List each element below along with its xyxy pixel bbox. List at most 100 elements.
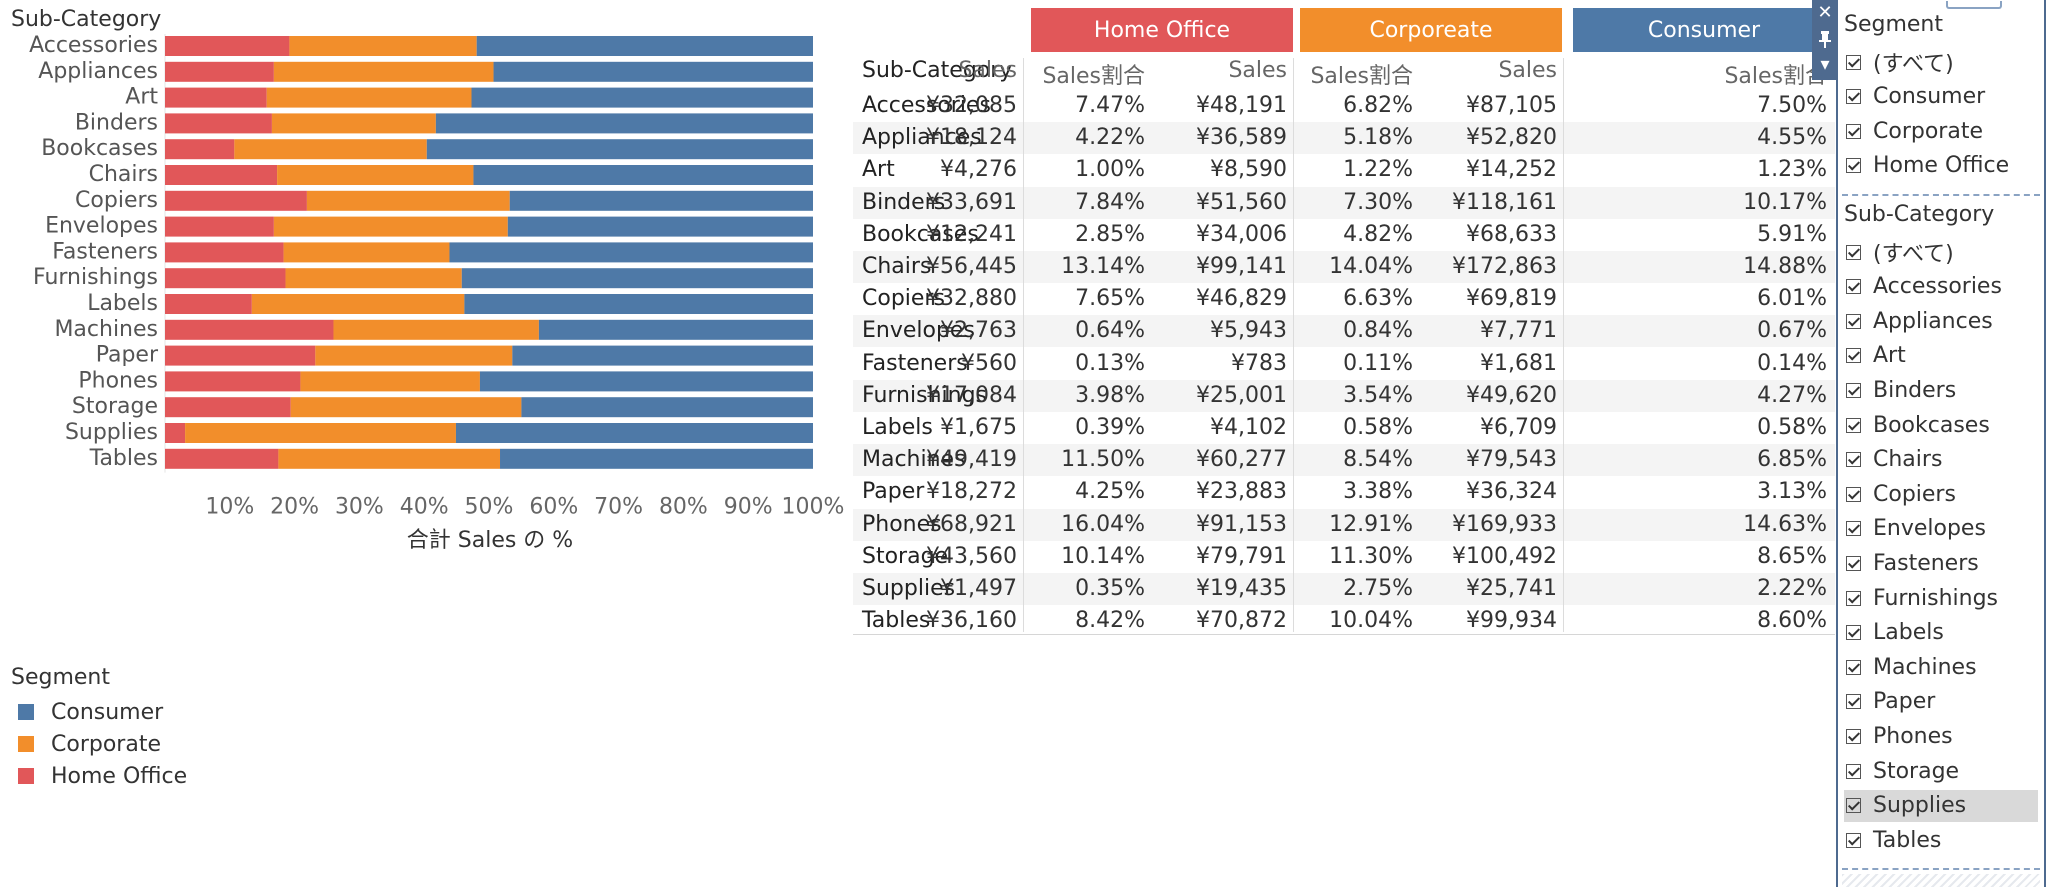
bar-segment-corporate[interactable]	[185, 423, 456, 443]
bar-segment-corporate[interactable]	[273, 61, 494, 82]
sales-cell[interactable]: ¥48,191	[1196, 93, 1287, 118]
sales-cell[interactable]: ¥70,872	[1196, 608, 1287, 634]
sales-cell[interactable]: ¥52,820	[1466, 125, 1557, 151]
checkbox-checked-icon[interactable]	[1846, 313, 1861, 329]
sales-cell[interactable]: ¥100,492	[1452, 543, 1557, 569]
filter-option[interactable]: Chairs	[1844, 444, 2038, 476]
sales-cell[interactable]: ¥1,681	[1480, 350, 1557, 376]
column-header-sales[interactable]: Sales	[1228, 58, 1287, 83]
checkbox-checked-icon[interactable]	[1846, 279, 1861, 295]
share-cell[interactable]: 0.11%	[1343, 350, 1413, 376]
legend-item[interactable]: Consumer	[11, 696, 187, 728]
bar-segment-corporate[interactable]	[234, 139, 427, 160]
share-cell[interactable]: 7.47%	[1075, 93, 1145, 118]
share-cell[interactable]: 1.23%	[1757, 157, 1827, 183]
sales-cell[interactable]: ¥87,105	[1466, 93, 1557, 118]
checkbox-checked-icon[interactable]	[1846, 590, 1861, 606]
filter-option[interactable]: Labels	[1844, 617, 2038, 649]
filter-option[interactable]: Binders	[1844, 374, 2038, 406]
sales-cell[interactable]: ¥172,863	[1452, 254, 1557, 279]
sales-cell[interactable]: ¥32,880	[926, 286, 1017, 312]
checkbox-checked-icon[interactable]	[1846, 417, 1861, 433]
checkbox-checked-icon[interactable]	[1846, 123, 1861, 139]
bar-segment-home-office[interactable]	[165, 448, 279, 469]
share-cell[interactable]: 11.50%	[1061, 447, 1145, 473]
close-icon[interactable]: ✕	[1817, 2, 1833, 23]
share-cell[interactable]: 7.84%	[1075, 189, 1145, 215]
sales-cell[interactable]: ¥4,102	[1210, 415, 1287, 440]
filter-option[interactable]: Bookcases	[1844, 409, 2038, 441]
sales-cell[interactable]: ¥12,241	[926, 221, 1017, 247]
sales-cell[interactable]: ¥46,829	[1196, 286, 1287, 312]
share-cell[interactable]: 4.82%	[1343, 221, 1413, 247]
sales-cell[interactable]: ¥56,445	[926, 254, 1017, 279]
sales-cell[interactable]: ¥60,277	[1196, 447, 1287, 473]
share-cell[interactable]: 4.55%	[1757, 125, 1827, 151]
share-cell[interactable]: 10.04%	[1329, 608, 1413, 634]
share-cell[interactable]: 6.63%	[1343, 286, 1413, 312]
share-cell[interactable]: 8.54%	[1343, 447, 1413, 473]
sales-cell[interactable]: ¥14,252	[1466, 157, 1557, 183]
checkbox-checked-icon[interactable]	[1846, 832, 1861, 848]
share-cell[interactable]: 0.13%	[1075, 350, 1145, 376]
bar-segment-consumer[interactable]	[464, 294, 813, 314]
bar-segment-corporate[interactable]	[306, 190, 510, 211]
checkbox-checked-icon[interactable]	[1846, 89, 1861, 105]
row-header-subcategory[interactable]: Accessories	[862, 93, 991, 118]
sales-cell[interactable]: ¥68,633	[1466, 221, 1557, 247]
checkbox-checked-icon[interactable]	[1846, 244, 1861, 260]
sales-cell[interactable]: ¥33,691	[926, 189, 1017, 215]
sales-cell[interactable]: ¥169,933	[1452, 511, 1557, 537]
bar-segment-corporate[interactable]	[315, 345, 513, 366]
sales-cell[interactable]: ¥118,161	[1452, 189, 1557, 215]
sales-cell[interactable]: ¥5,943	[1210, 318, 1287, 344]
share-cell[interactable]: 4.22%	[1075, 125, 1145, 151]
checkbox-checked-icon[interactable]	[1846, 348, 1861, 364]
share-cell[interactable]: 7.65%	[1075, 286, 1145, 312]
share-cell[interactable]: 4.27%	[1757, 382, 1827, 408]
sales-cell[interactable]: ¥18,124	[926, 125, 1017, 151]
checkbox-checked-icon[interactable]	[1846, 382, 1861, 398]
sales-cell[interactable]: ¥79,543	[1466, 447, 1557, 473]
row-header-subcategory[interactable]: Art	[862, 157, 895, 183]
share-cell[interactable]: 6.85%	[1757, 447, 1827, 473]
share-cell[interactable]: 2.22%	[1757, 576, 1827, 601]
sales-cell[interactable]: ¥34,006	[1196, 221, 1287, 247]
share-cell[interactable]: 2.75%	[1343, 576, 1413, 601]
share-cell[interactable]: 3.54%	[1343, 382, 1413, 408]
share-cell[interactable]: 4.25%	[1075, 479, 1145, 505]
filter-option[interactable]: Fasteners	[1844, 547, 2038, 579]
filter-option[interactable]: Storage	[1844, 755, 2038, 787]
sales-cell[interactable]: ¥560	[961, 350, 1017, 376]
share-cell[interactable]: 6.82%	[1343, 93, 1413, 118]
sales-cell[interactable]: ¥36,589	[1196, 125, 1287, 151]
filter-option[interactable]: Copiers	[1844, 478, 2038, 510]
column-header-sales[interactable]: Sales	[1498, 58, 1557, 83]
filter-option[interactable]: Furnishings	[1844, 582, 2038, 614]
filter-option[interactable]: Paper	[1844, 686, 2038, 718]
checkbox-checked-icon[interactable]	[1846, 798, 1861, 814]
sales-cell[interactable]: ¥51,560	[1196, 189, 1287, 215]
bar-segment-consumer[interactable]	[471, 87, 813, 108]
bar-segment-corporate[interactable]	[290, 397, 522, 418]
share-cell[interactable]: 0.84%	[1343, 318, 1413, 344]
share-cell[interactable]: 8.60%	[1757, 608, 1827, 634]
row-header-subcategory[interactable]: Paper	[862, 479, 925, 505]
checkbox-checked-icon[interactable]	[1846, 521, 1861, 537]
bar-segment-home-office[interactable]	[165, 397, 291, 418]
row-header-subcategory[interactable]: Fasteners	[862, 350, 968, 376]
filter-option[interactable]: Phones	[1844, 720, 2038, 752]
row-header-subcategory[interactable]: Bookcases	[862, 221, 979, 247]
filter-option[interactable]: Appliances	[1844, 305, 2038, 337]
row-header-subcategory[interactable]: Chairs	[862, 254, 932, 279]
segment-header-home-office[interactable]: Home Office	[1031, 8, 1293, 52]
sales-cell[interactable]: ¥1,497	[940, 576, 1017, 601]
bar-segment-consumer[interactable]	[500, 448, 813, 469]
bar-segment-consumer[interactable]	[538, 319, 813, 340]
bar-segment-home-office[interactable]	[165, 345, 316, 366]
bar-segment-consumer[interactable]	[521, 397, 813, 418]
bar-segment-home-office[interactable]	[165, 139, 235, 160]
bar-segment-home-office[interactable]	[165, 423, 186, 443]
row-header-subcategory[interactable]: Copiers	[862, 286, 945, 312]
row-header-subcategory[interactable]: Appliances	[862, 125, 982, 151]
